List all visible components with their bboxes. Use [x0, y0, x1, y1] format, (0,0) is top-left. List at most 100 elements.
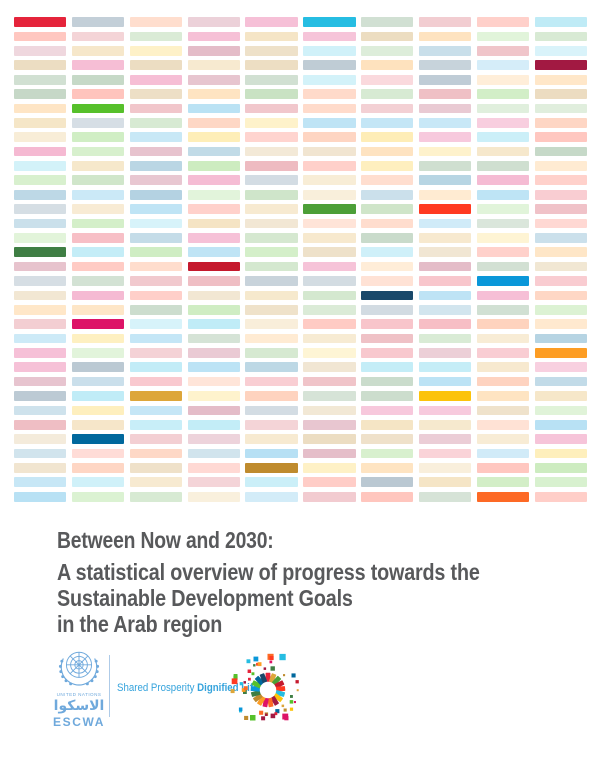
mosaic-bar: [303, 161, 356, 171]
mosaic-bar: [129, 17, 182, 27]
mosaic-bar: [129, 31, 182, 42]
mosaic-bar: [303, 175, 356, 186]
mosaic-bar: [71, 204, 125, 214]
mosaic-bar: [476, 89, 530, 99]
mosaic-bar: [303, 74, 356, 85]
mosaic-bar: [71, 89, 125, 99]
mosaic-bar: [418, 218, 472, 229]
mosaic-bar: [534, 477, 587, 488]
mosaic-bar: [129, 89, 182, 99]
mosaic-bar: [303, 391, 356, 401]
mosaic-bar: [245, 233, 298, 243]
mosaic-bar: [303, 132, 356, 143]
mosaic-bar: [129, 463, 182, 473]
mosaic-bar: [361, 117, 414, 128]
mosaic-bar: [361, 17, 414, 27]
mosaic-bar: [129, 348, 182, 358]
mosaic-bar: [418, 60, 472, 71]
mosaic-bar: [187, 304, 240, 315]
mosaic-bar: [303, 304, 356, 315]
mosaic-bar: [187, 290, 240, 301]
mosaic-bar: [476, 189, 530, 200]
mosaic-bar: [245, 304, 298, 315]
mosaic-bar: [71, 362, 125, 373]
mosaic-bar: [476, 247, 530, 258]
mosaic-bar: [14, 204, 67, 214]
mosaic-bar: [534, 117, 587, 128]
mosaic-bar: [534, 261, 587, 272]
mosaic-bar: [71, 218, 125, 229]
mosaic-bar: [71, 333, 125, 344]
mosaic-bar: [303, 189, 356, 200]
mosaic-bar: [187, 247, 240, 258]
mosaic-bar: [303, 31, 356, 42]
mosaic-bar: [361, 60, 414, 71]
mosaic-bar: [14, 89, 67, 99]
mosaic-bar: [187, 319, 240, 329]
sdg-mosaic-grid: [14, 17, 587, 502]
mosaic-bar: [71, 448, 125, 459]
mosaic-bar: [361, 391, 414, 401]
mosaic-bar: [361, 319, 414, 329]
mosaic-bar: [534, 132, 587, 143]
mosaic-bar: [187, 204, 240, 214]
mosaic-bar: [71, 477, 125, 488]
mosaic-bar: [476, 17, 530, 27]
mosaic-bar: [245, 261, 298, 272]
mosaic-bar: [129, 419, 182, 430]
mosaic-bar: [129, 448, 182, 459]
mosaic-bar: [14, 46, 67, 56]
mosaic-bar: [245, 60, 298, 71]
mosaic-bar: [71, 376, 125, 387]
mosaic-bar: [129, 247, 182, 258]
mosaic-bar: [534, 89, 587, 99]
mosaic-bar: [14, 276, 67, 286]
mosaic-bar: [418, 161, 472, 171]
mosaic-bar: [476, 204, 530, 214]
mosaic-bar: [187, 31, 240, 42]
sdg-highlight-bar: [476, 276, 530, 286]
mosaic-bar: [245, 391, 298, 401]
mosaic-bar: [534, 391, 587, 401]
mosaic-bar: [129, 362, 182, 373]
mosaic-bar: [71, 175, 125, 186]
mosaic-bar: [418, 89, 472, 99]
mosaic-bar: [303, 348, 356, 358]
mosaic-bar: [129, 477, 182, 488]
mosaic-bar: [476, 31, 530, 42]
mosaic-bar: [14, 491, 67, 502]
mosaic-bar: [245, 103, 298, 114]
mosaic-bar: [187, 117, 240, 128]
mosaic-bar: [129, 261, 182, 272]
mosaic-bar: [187, 376, 240, 387]
mosaic-bar: [245, 491, 298, 502]
mosaic-bar: [14, 376, 67, 387]
mosaic-bar: [14, 434, 67, 444]
mosaic-bar: [14, 477, 67, 488]
mosaic-bar: [71, 261, 125, 272]
mosaic-bar: [361, 175, 414, 186]
mosaic-bar: [129, 333, 182, 344]
mosaic-bar: [361, 434, 414, 444]
mosaic-bar: [71, 46, 125, 56]
mosaic-bar: [187, 477, 240, 488]
mosaic-bar: [129, 204, 182, 214]
mosaic-bar: [534, 362, 587, 373]
mosaic-bar: [476, 419, 530, 430]
mosaic-bar: [245, 419, 298, 430]
mosaic-bar: [245, 117, 298, 128]
sdg-highlight-bar: [303, 17, 356, 27]
mosaic-bar: [476, 376, 530, 387]
mosaic-bar: [361, 419, 414, 430]
mosaic-bar: [187, 218, 240, 229]
escwa-acronym-label: ESCWA: [52, 715, 105, 729]
mosaic-bar: [476, 477, 530, 488]
mosaic-bar: [418, 233, 472, 243]
mosaic-bar: [476, 146, 530, 157]
mosaic-bar: [14, 189, 67, 200]
mosaic-bar: [476, 233, 530, 243]
mosaic-bar: [129, 376, 182, 387]
sdg-highlight-bar: [71, 103, 125, 114]
mosaic-bar: [129, 491, 182, 502]
mosaic-bar: [187, 405, 240, 416]
